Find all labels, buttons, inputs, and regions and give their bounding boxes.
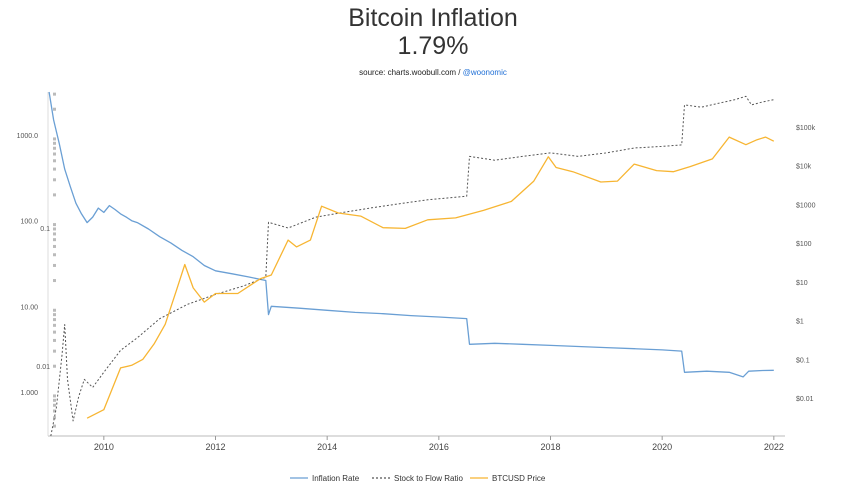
y-left-minor-tick — [53, 318, 56, 322]
y-right-tick-label: $10 — [796, 280, 808, 287]
y-left-minor-tick — [53, 238, 56, 242]
y-left-minor-tick — [53, 223, 56, 227]
y-left-tick-label: 10.00 — [20, 304, 38, 311]
y-s2f-tick-label: 0.01 — [36, 364, 50, 371]
chart-title: Bitcoin Inflation — [348, 4, 518, 32]
legend-label: Stock to Flow Ratio — [394, 474, 463, 483]
y-s2f-tick-label: 0.1 — [40, 226, 50, 233]
y-axis-left: 1000.0 100.0 10.00 1.000 — [17, 92, 56, 428]
y-left-tick-label: 100.0 — [20, 219, 38, 226]
y-left-minor-tick — [53, 92, 56, 96]
y-left-minor-tick — [53, 107, 56, 111]
y-right-tick-label: $0.01 — [796, 396, 814, 403]
source-line: source: charts.woobull.com / @woonomic — [0, 68, 866, 77]
y-right-tick-label: $10k — [796, 164, 812, 171]
y-left-minor-tick — [53, 308, 56, 312]
y-left-minor-tick — [53, 364, 56, 368]
series-lines — [48, 91, 775, 437]
y-left-minor-tick — [53, 178, 56, 182]
y-axis-stock-to-flow: 0.1 0.01 — [36, 226, 50, 371]
y-left-minor-tick — [53, 227, 56, 231]
y-left-minor-tick — [53, 403, 56, 407]
y-left-minor-tick — [53, 409, 56, 413]
series-line-btcusd-price — [86, 136, 775, 419]
plot-frame — [47, 92, 785, 437]
y-left-minor-tick — [53, 394, 56, 398]
y-left-minor-tick — [53, 232, 56, 236]
x-tick-label: 2018 — [540, 442, 560, 452]
y-right-tick-label: $1 — [796, 319, 804, 326]
y-left-minor-tick — [53, 279, 56, 283]
y-left-minor-tick — [53, 146, 56, 150]
x-axis: 2010 2012 2014 2016 2018 2020 2022 — [94, 436, 784, 452]
y-left-minor-tick — [53, 313, 56, 317]
series-line-inflation-rate — [48, 91, 774, 378]
y-left-minor-tick — [53, 338, 56, 342]
source-prefix: source: charts.woobull.com / — [359, 68, 463, 77]
y-left-tick-label: 1.000 — [20, 390, 38, 397]
y-right-tick-label: $100 — [796, 241, 812, 248]
x-tick-label: 2012 — [205, 442, 225, 452]
legend: Inflation Rate Stock to Flow Ratio BTCUSD … — [290, 474, 546, 483]
y-left-minor-tick — [53, 398, 56, 402]
y-left-minor-tick — [53, 193, 56, 197]
y-left-minor-tick — [53, 253, 56, 257]
y-axis-right: $100k $10k $1000 $100 $10 $1 $0.1 $0.01 — [796, 125, 816, 403]
y-left-minor-tick — [53, 244, 56, 248]
x-tick-label: 2022 — [764, 442, 784, 452]
x-tick-label: 2014 — [317, 442, 337, 452]
chart-subtitle: 1.79% — [397, 32, 469, 60]
x-tick-label: 2020 — [652, 442, 672, 452]
legend-label: Inflation Rate — [312, 474, 360, 483]
y-left-minor-tick — [53, 141, 56, 145]
legend-label: BTCUSD Price — [492, 474, 546, 483]
y-left-minor-tick — [53, 152, 56, 156]
y-left-minor-tick — [53, 159, 56, 163]
y-left-minor-tick — [53, 263, 56, 267]
y-right-tick-label: $0.1 — [796, 357, 810, 364]
y-left-minor-tick — [53, 323, 56, 327]
y-right-tick-label: $100k — [796, 125, 816, 132]
y-left-minor-tick — [53, 137, 56, 141]
y-left-minor-tick — [53, 424, 56, 428]
x-tick-label: 2010 — [94, 442, 114, 452]
series-line-stock-to-flow-ratio — [50, 95, 774, 437]
y-left-minor-tick — [53, 349, 56, 353]
source-link[interactable]: @woonomic — [462, 68, 507, 77]
y-left-tick-label: 1000.0 — [17, 133, 39, 140]
y-left-minor-tick — [53, 416, 56, 420]
y-right-tick-label: $1000 — [796, 202, 816, 209]
y-left-minor-tick — [53, 167, 56, 171]
y-left-minor-tick — [53, 330, 56, 334]
x-tick-label: 2016 — [429, 442, 449, 452]
